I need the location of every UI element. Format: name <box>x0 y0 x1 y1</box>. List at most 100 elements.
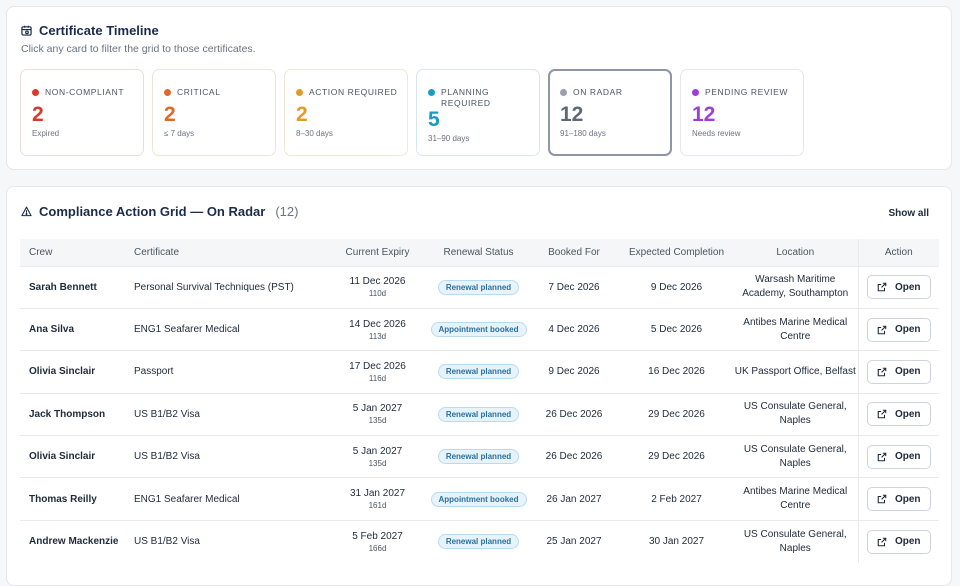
warning-icon <box>21 206 32 217</box>
table-row: Jack Thompson US B1/B2 Visa 5 Jan 2027 13… <box>20 392 939 436</box>
status-badge: Renewal planned <box>437 534 520 550</box>
external-link-icon <box>877 452 887 462</box>
compliance-table: Crew Certificate Current Expiry Renewal … <box>20 239 939 563</box>
card-non-compliant[interactable]: NON-COMPLIANT 2 Expired <box>20 69 144 156</box>
action-cell: Open <box>857 392 939 436</box>
renewal-status: Renewal planned <box>429 519 528 563</box>
open-button[interactable]: Open <box>866 317 931 342</box>
action-cell: Open <box>857 519 939 563</box>
card-count: 12 <box>560 103 584 126</box>
certificate-name: US B1/B2 Visa <box>125 435 326 478</box>
table-row: Olivia Sinclair US B1/B2 Visa 5 Jan 2027… <box>20 435 939 478</box>
external-link-icon <box>877 537 887 547</box>
external-link-icon <box>877 367 887 377</box>
action-cell: Open <box>857 307 939 351</box>
certificate-name: US B1/B2 Visa <box>125 519 326 563</box>
non-compliant-dot-icon <box>32 89 39 96</box>
card-label: PENDING REVIEW <box>705 87 789 97</box>
column-header-renewal-status: Renewal Status <box>429 239 528 266</box>
card-action-required[interactable]: ACTION REQUIRED 2 8–30 days <box>284 69 408 156</box>
open-button[interactable]: Open <box>866 359 931 384</box>
external-link-icon <box>877 409 887 419</box>
open-button-label: Open <box>894 324 921 336</box>
open-button-label: Open <box>894 493 921 505</box>
open-button[interactable]: Open <box>866 444 931 469</box>
card-on-radar[interactable]: ON RADAR 12 91–180 days <box>548 69 672 156</box>
critical-dot-icon <box>164 89 171 96</box>
days-remaining: 110d <box>368 289 387 299</box>
expiry-date: 31 Jan 2027 <box>349 488 406 500</box>
expected-completion: 5 Dec 2026 <box>620 307 733 351</box>
expected-completion: 29 Dec 2026 <box>620 435 733 478</box>
column-header-current-expiry: Current Expiry <box>326 239 429 266</box>
booked-for: 26 Dec 2026 <box>528 435 620 478</box>
crew-name: Olivia Sinclair <box>20 435 125 478</box>
status-badge: Appointment booked <box>430 322 527 338</box>
days-remaining: 113d <box>368 331 387 341</box>
certificate-timeline-panel: Certificate Timeline Click any card to f… <box>6 6 952 170</box>
certificate-name: ENG1 Seafarer Medical <box>125 307 326 351</box>
table-header-row: Crew Certificate Current Expiry Renewal … <box>20 239 939 266</box>
timeline-title: Certificate Timeline <box>39 23 159 38</box>
crew-name: Jack Thompson <box>20 392 125 436</box>
column-header-certificate: Certificate <box>125 239 326 266</box>
expected-completion: 9 Dec 2026 <box>620 265 733 309</box>
card-pending-review[interactable]: PENDING REVIEW 12 Needs review <box>680 69 804 156</box>
crew-name: Andrew Mackenzie <box>20 519 125 563</box>
table-row: Thomas Reilly ENG1 Seafarer Medical 31 J… <box>20 477 939 521</box>
card-count: 5 <box>428 108 440 131</box>
card-caption: ≤ 7 days <box>164 129 195 138</box>
card-critical[interactable]: CRITICAL 2 ≤ 7 days <box>152 69 276 156</box>
action-cell: Open <box>857 435 939 478</box>
booked-for: 25 Jan 2027 <box>528 519 620 563</box>
current-expiry: 5 Feb 2027 166d <box>326 519 429 563</box>
expiry-date: 5 Jan 2027 <box>352 445 403 457</box>
status-badge: Renewal planned <box>437 279 520 295</box>
renewal-status: Renewal planned <box>429 392 528 436</box>
column-header-booked-for: Booked For <box>528 239 620 266</box>
expiry-date: 17 Dec 2026 <box>349 360 406 372</box>
card-planning-required[interactable]: PLANNING REQUIRED 5 31–90 days <box>416 69 540 156</box>
current-expiry: 5 Jan 2027 135d <box>326 392 429 436</box>
days-remaining: 166d <box>368 543 387 553</box>
crew-name: Thomas Reilly <box>20 477 125 521</box>
card-caption: 8–30 days <box>296 129 333 138</box>
current-expiry: 5 Jan 2027 135d <box>326 435 429 478</box>
expiry-date: 5 Feb 2027 <box>352 530 403 542</box>
table-row: Olivia Sinclair Passport 17 Dec 2026 116d… <box>20 350 939 394</box>
certificate-name: Passport <box>125 350 326 394</box>
external-link-icon <box>877 282 887 292</box>
open-button-label: Open <box>894 281 921 293</box>
open-button[interactable]: Open <box>866 529 931 554</box>
card-caption: Expired <box>32 129 60 138</box>
compliance-grid-panel: Compliance Action Grid — On Radar (12) S… <box>6 186 952 586</box>
open-button[interactable]: Open <box>866 275 931 300</box>
current-expiry: 14 Dec 2026 113d <box>326 307 429 351</box>
column-header-expected-completion: Expected Completion <box>620 239 733 266</box>
timeline-cards: NON-COMPLIANT 2 Expired CRITICAL 2 ≤ 7 d… <box>20 69 804 156</box>
crew-name: Ana Silva <box>20 307 125 351</box>
open-button-label: Open <box>894 451 921 463</box>
open-button[interactable]: Open <box>866 487 931 512</box>
open-button[interactable]: Open <box>866 402 931 427</box>
days-remaining: 135d <box>368 416 387 426</box>
expiry-date: 14 Dec 2026 <box>349 318 406 330</box>
status-badge: Appointment booked <box>430 491 527 507</box>
show-all-button[interactable]: Show all <box>888 208 929 219</box>
renewal-status: Appointment booked <box>429 307 528 351</box>
open-button-label: Open <box>894 366 921 378</box>
location: Antibes Marine Medical Centre <box>733 307 858 351</box>
booked-for: 7 Dec 2026 <box>528 265 620 309</box>
column-header-action: Action <box>857 239 939 266</box>
booked-for: 4 Dec 2026 <box>528 307 620 351</box>
timeline-header: Certificate Timeline <box>21 23 159 38</box>
grid-count: (12) <box>275 204 299 219</box>
expected-completion: 30 Jan 2027 <box>620 519 733 563</box>
current-expiry: 31 Jan 2027 161d <box>326 477 429 521</box>
table-row: Andrew Mackenzie US B1/B2 Visa 5 Feb 202… <box>20 519 939 563</box>
days-remaining: 161d <box>368 501 387 511</box>
expected-completion: 29 Dec 2026 <box>620 392 733 436</box>
renewal-status: Renewal planned <box>429 350 528 394</box>
on-radar-dot-icon <box>560 89 567 96</box>
status-badge: Renewal planned <box>437 449 520 465</box>
